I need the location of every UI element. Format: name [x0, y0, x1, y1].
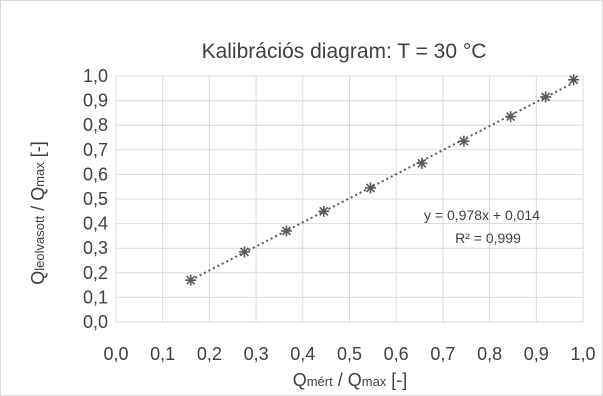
y-tick-label: 0,1 — [83, 287, 108, 307]
trendline-layer — [190, 81, 575, 281]
x-tick-label: 0,6 — [384, 344, 409, 364]
y-tick-label: 0,9 — [83, 91, 108, 111]
x-tick-label: 0,9 — [524, 344, 549, 364]
y-tick-label: 0,4 — [83, 214, 108, 234]
data-point — [185, 274, 197, 286]
data-point — [280, 225, 292, 237]
x-label-q: Q — [293, 370, 307, 390]
r-squared-label: R² = 0,999 — [455, 230, 521, 246]
data-points — [185, 74, 580, 286]
x-tick-label: 0,7 — [430, 344, 455, 364]
data-point — [238, 246, 250, 258]
y-tick-label: 0,7 — [83, 140, 108, 160]
y-tick-label: 0,2 — [83, 263, 108, 283]
y-tick-label: 0,3 — [83, 238, 108, 258]
x-label-sub-mert: mért — [307, 374, 333, 389]
gridlines — [115, 75, 584, 323]
x-tick-label: 0,3 — [244, 344, 269, 364]
chart-title: Kalibrációs diagram: T = 30 °C — [202, 40, 487, 63]
trendline — [190, 81, 575, 281]
x-tick-label: 0,4 — [290, 344, 315, 364]
data-point — [416, 157, 428, 169]
data-point — [540, 91, 552, 103]
y-tick-label: 0,5 — [83, 189, 108, 209]
y-axis-label: Qleolvasott / Qmax [-] — [28, 141, 48, 285]
x-tick-label: 0,1 — [150, 344, 175, 364]
x-tick-label: 1,0 — [570, 344, 595, 364]
x-tick-label: 0,8 — [477, 344, 502, 364]
y-tick-label: 0,8 — [83, 115, 108, 135]
data-point — [505, 111, 517, 123]
x-label-unit: [-] — [386, 370, 407, 390]
y-label-sub-leolvasott: leolvasott — [32, 215, 47, 270]
y-tick-label: 0,6 — [83, 164, 108, 184]
data-point — [365, 182, 377, 194]
y-tick-label: 0,0 — [83, 312, 108, 332]
y-label-rest: / Q — [28, 187, 48, 216]
data-point — [568, 74, 580, 86]
x-tick-label: 0,2 — [197, 344, 222, 364]
data-point — [318, 205, 330, 217]
x-tick-label: 0,5 — [337, 344, 362, 364]
x-axis-label: Qmért / Qmax [-] — [293, 370, 408, 390]
x-label-sub-max: max — [362, 374, 387, 389]
y-label-unit: [-] — [28, 141, 48, 162]
y-label-q: Q — [28, 271, 48, 285]
x-label-rest: / Q — [333, 370, 362, 390]
data-point — [458, 135, 470, 147]
trendline-equation: y = 0,978x + 0,014 — [424, 207, 540, 223]
tick-labels: 0,0 0,1 0,2 0,3 0,4 0,5 0,6 0,7 0,8 0,9 1,0 0,0 0,1 0… — [83, 66, 596, 364]
y-tick-label: 1,0 — [83, 66, 108, 86]
x-tick-label: 0,0 — [103, 344, 128, 364]
y-label-sub-max: max — [32, 162, 47, 187]
